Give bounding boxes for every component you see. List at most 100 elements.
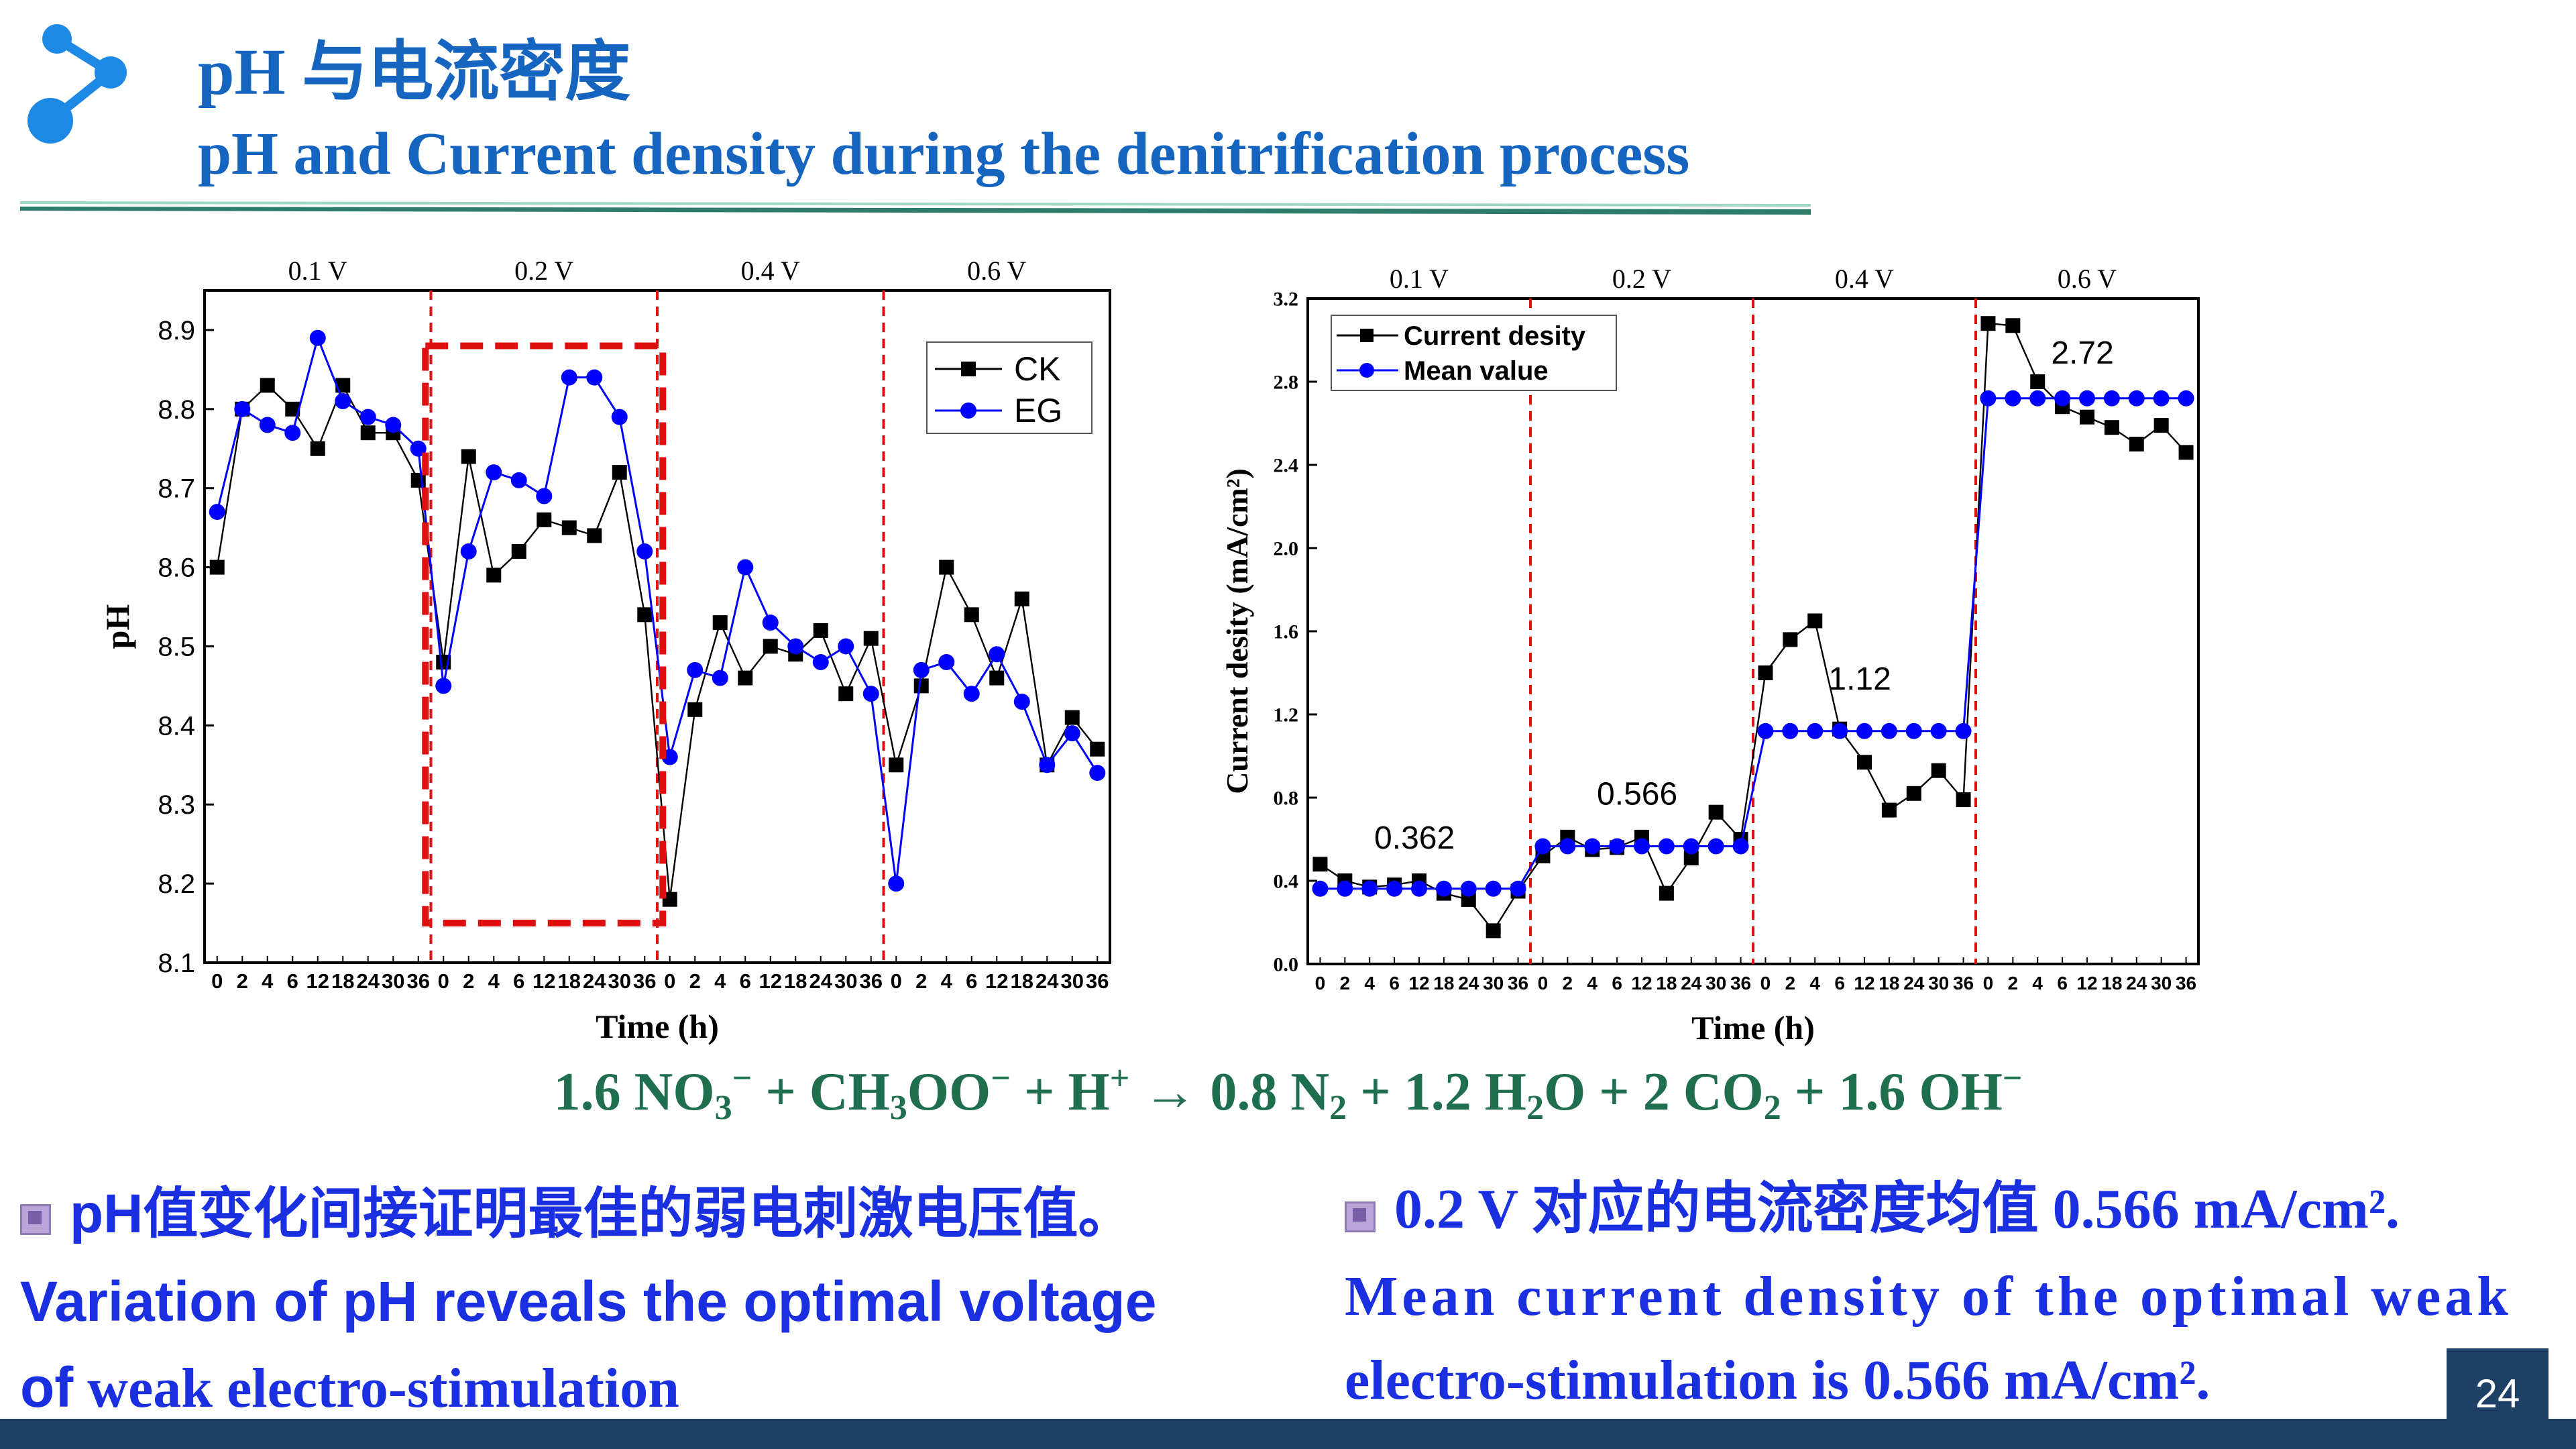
x-tick-label: 2 — [1563, 973, 1573, 994]
y-tick-label: 2.8 — [1274, 372, 1299, 394]
voltage-label: 0.2 V — [514, 256, 573, 286]
data-point — [2178, 390, 2194, 407]
voltage-label: 0.6 V — [2058, 264, 2117, 294]
x-tick-label: 4 — [941, 969, 953, 993]
data-point — [964, 607, 979, 623]
data-point — [637, 607, 653, 623]
data-point — [888, 875, 905, 892]
data-point — [284, 425, 301, 441]
x-tick-label: 6 — [966, 969, 977, 993]
x-tick-label: 24 — [2126, 973, 2147, 994]
x-tick-label: 4 — [1364, 973, 1375, 994]
y-tick-label: 8.8 — [158, 395, 195, 425]
y-axis-title: Current desity (mA/cm²) — [1220, 468, 1254, 794]
y-tick-label: 8.2 — [158, 869, 195, 899]
data-point — [359, 409, 376, 425]
x-tick-label: 30 — [382, 969, 404, 993]
data-point — [1485, 880, 1502, 897]
x-tick-label: 18 — [1879, 973, 1899, 994]
data-point — [1659, 885, 1674, 901]
data-point — [687, 702, 703, 717]
data-point — [234, 400, 251, 417]
data-point — [309, 329, 326, 346]
data-point — [2128, 390, 2145, 407]
x-tick-label: 2 — [689, 969, 701, 993]
voltage-label: 0.2 V — [1612, 264, 1671, 294]
data-point — [913, 678, 929, 694]
data-point — [561, 520, 577, 535]
data-point — [712, 669, 728, 686]
legend-box — [926, 341, 1093, 434]
data-point — [2029, 390, 2046, 407]
data-point — [2178, 445, 2194, 460]
data-point — [2153, 418, 2169, 433]
x-tick-label: 36 — [1086, 969, 1109, 993]
x-tick-label: 36 — [1953, 973, 1974, 994]
data-point — [1856, 722, 1872, 739]
x-tick-label: 0 — [664, 969, 675, 993]
x-tick-label: 2 — [2008, 973, 2019, 994]
mean-annotation: 0.566 — [1597, 777, 1677, 812]
data-point — [1683, 838, 1699, 855]
x-tick-label: 12 — [759, 969, 782, 993]
data-point — [460, 543, 477, 560]
data-point — [1361, 880, 1378, 897]
x-tick-label: 30 — [1705, 973, 1726, 994]
x-tick-label: 30 — [1061, 969, 1084, 993]
note-right-en-2: electro-stimulation is 0.566 mA/cm². — [1345, 1349, 2210, 1411]
mean-annotation: 2.72 — [2051, 335, 2113, 371]
data-point — [1881, 802, 1897, 818]
x-tick-label: 0 — [1983, 973, 1994, 994]
y-tick-label: 0.8 — [1274, 788, 1299, 810]
x-tick-label: 36 — [860, 969, 883, 993]
y-tick-label: 8.6 — [158, 553, 195, 583]
highlight-box-0.2v — [422, 342, 667, 927]
mean-annotation: 0.362 — [1374, 820, 1455, 856]
data-point — [738, 670, 753, 686]
data-point — [486, 568, 502, 583]
data-point — [461, 449, 476, 464]
x-tick-label: 0 — [211, 969, 223, 993]
x-tick-label: 30 — [834, 969, 857, 993]
x-axis-title: Time (h) — [596, 1008, 719, 1045]
x-tick-label: 12 — [1631, 973, 1652, 994]
data-point — [1906, 786, 1921, 801]
x-tick-label: 6 — [740, 969, 751, 993]
data-point — [1807, 722, 1824, 739]
x-tick-label: 24 — [583, 969, 606, 993]
y-tick-label: 8.1 — [158, 949, 195, 978]
data-point — [862, 686, 879, 702]
data-point — [913, 661, 930, 678]
data-point — [838, 638, 854, 655]
x-tick-label: 18 — [1433, 973, 1454, 994]
data-point — [939, 559, 954, 575]
voltage-label: 0.4 V — [741, 256, 800, 286]
data-point — [2005, 318, 2021, 333]
data-point — [2129, 437, 2144, 451]
data-point — [1064, 725, 1080, 742]
voltage-label: 0.4 V — [1835, 264, 1894, 294]
x-tick-label: 0 — [891, 969, 902, 993]
x-tick-label: 2 — [1785, 973, 1796, 994]
data-point — [1707, 838, 1724, 855]
x-tick-label: 12 — [306, 969, 329, 993]
x-tick-label: 4 — [1587, 973, 1598, 994]
x-tick-label: 12 — [533, 969, 555, 993]
current-density-chart: 0.00.40.81.21.62.02.42.83.20 2 4 6 12 18 24 30 3… — [1220, 264, 2200, 1046]
x-tick-label: 6 — [1612, 973, 1622, 994]
data-point — [1559, 838, 1576, 855]
y-tick-label: 1.6 — [1274, 621, 1299, 643]
data-point — [863, 631, 879, 646]
footer-bar — [0, 1419, 2576, 1449]
x-tick-label: 0 — [1760, 973, 1771, 994]
data-point — [1956, 792, 1971, 808]
data-point — [1039, 757, 1056, 773]
data-point — [335, 393, 351, 410]
x-tick-label: 0 — [1538, 973, 1549, 994]
data-point — [360, 425, 376, 441]
x-tick-label: 24 — [1458, 973, 1479, 994]
x-tick-label: 18 — [558, 969, 581, 993]
note-right-cn: 0.2 V 对应的电流密度均值 0.566 mA/cm². — [1345, 1173, 2400, 1246]
note-right-en-1: Mean current density of the optimal weak — [1345, 1265, 2512, 1328]
data-point — [1758, 665, 1773, 680]
